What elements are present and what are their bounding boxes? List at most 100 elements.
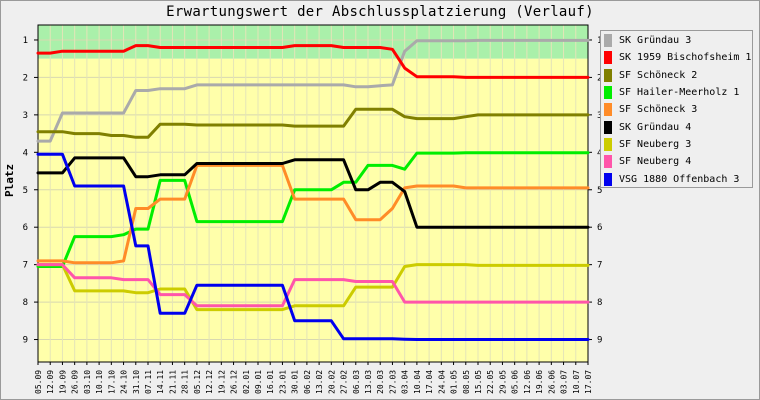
x-tick-label: 21.11: [168, 370, 177, 394]
y-tick-label-right: 6: [597, 223, 602, 233]
legend-swatch: [604, 120, 612, 134]
legend-swatch: [604, 103, 612, 117]
x-tick-label: 05.06: [511, 370, 520, 394]
x-tick-label: 13.03: [364, 370, 373, 394]
y-tick-label: 6: [23, 223, 28, 233]
x-tick-label: 24.04: [437, 370, 446, 394]
legend-label: SK 1959 Bischofsheim 1: [619, 52, 752, 64]
legend-label: SF Neuberg 3: [619, 138, 692, 150]
legend-swatch: [604, 34, 612, 48]
legend-item: SF Schöneck 3: [604, 101, 752, 118]
y-axis-label: Platz: [3, 163, 16, 197]
x-tick-label: 26.06: [547, 370, 556, 394]
legend-label: SF Schöneck 3: [619, 104, 698, 116]
chart-legend: SK Gründau 3 SK 1959 Bischofsheim 1 SF Sch…: [600, 30, 753, 188]
x-tick-label: 13.02: [315, 370, 324, 394]
background-band: [38, 58, 588, 362]
x-tick-label: 10.10: [95, 370, 104, 394]
y-tick-label-right: 1: [597, 36, 602, 46]
plot-area-border: [37, 24, 589, 363]
x-tick-label: 12.09: [46, 370, 55, 394]
x-tick-label: 26.09: [71, 370, 80, 394]
x-tick-label: 10.04: [413, 370, 422, 394]
series-line: [36, 38, 590, 143]
x-tick-label: 29.05: [498, 370, 507, 394]
legend-label: VSG 1880 Offenbach 3: [619, 173, 740, 185]
x-tick-label: 31.10: [132, 370, 141, 394]
x-tick-label: 05.12: [193, 370, 202, 394]
x-tick-label: 06.03: [352, 370, 361, 394]
legend-item: SK Gründau 4: [604, 118, 752, 135]
legend-item: SF Neuberg 4: [604, 153, 752, 170]
x-tick-label: 15.05: [474, 370, 483, 394]
series-line: [36, 107, 590, 139]
y-tick-label: 2: [23, 73, 28, 83]
x-tick-label: 23.01: [278, 370, 287, 394]
x-tick-label: 12.12: [205, 370, 214, 394]
x-tick-label: 19.12: [217, 370, 226, 394]
y-tick-label-right: 2: [597, 73, 602, 83]
y-tick-label-right: 3: [597, 111, 602, 121]
x-tick-label: 07.11: [144, 370, 153, 394]
y-tick-label-right: 7: [597, 261, 602, 271]
legend-item: SK 1959 Bischofsheim 1: [604, 49, 752, 66]
x-tick-label: 22.05: [486, 370, 495, 394]
series-line: [36, 163, 590, 265]
legend-swatch: [604, 137, 612, 151]
x-tick-label: 27.03: [388, 370, 397, 394]
x-tick-label: 19.09: [58, 370, 67, 394]
y-tick-label: 9: [23, 336, 28, 346]
x-tick-label: 09.01: [254, 370, 263, 394]
x-tick-label: 24.10: [120, 370, 129, 394]
legend-label: SF Schöneck 2: [619, 69, 698, 81]
legend-swatch: [604, 86, 612, 100]
series-line: [36, 263, 590, 308]
y-tick-label: 8: [23, 298, 28, 308]
x-tick-label: 05.09: [34, 370, 43, 394]
y-tick-label: 4: [23, 148, 28, 158]
x-tick-label: 10.07: [572, 370, 581, 394]
legend-label: SK Gründau 3: [619, 35, 692, 47]
x-tick-label: 16.01: [266, 370, 275, 394]
x-tick-label: 03.04: [401, 370, 410, 394]
legend-swatch: [604, 172, 612, 186]
legend-item: SF Hailer-Meerholz 1: [604, 84, 752, 101]
y-tick-label: 3: [23, 111, 28, 121]
x-tick-label: 28.11: [181, 370, 190, 394]
x-tick-label: 17.07: [584, 370, 593, 394]
x-tick-label: 17.04: [425, 370, 434, 394]
legend-swatch: [604, 51, 612, 65]
legend-label: SF Hailer-Meerholz 1: [619, 87, 740, 99]
x-tick-label: 26.12: [230, 370, 239, 394]
x-tick-label: 02.01: [242, 370, 251, 394]
x-tick-label: 03.07: [560, 370, 569, 394]
y-tick-label-right: 9: [597, 336, 602, 346]
y-tick-label: 5: [23, 186, 28, 196]
x-tick-label: 20.03: [376, 370, 385, 394]
legend-swatch: [604, 155, 612, 169]
x-tick-label: 17.10: [107, 370, 116, 394]
legend-item: VSG 1880 Offenbach 3: [604, 170, 752, 187]
legend-label: SK Gründau 4: [619, 121, 692, 133]
series-line: [36, 44, 590, 79]
x-tick-label: 20.02: [327, 370, 336, 394]
y-tick-label: 1: [23, 36, 28, 46]
x-tick-label: 30.01: [291, 370, 300, 394]
x-tick-label: 27.02: [340, 370, 349, 394]
chart-title: Erwartungswert der Abschlussplatzierung …: [166, 4, 594, 20]
series-line: [36, 152, 590, 341]
series-line: [36, 156, 590, 229]
legend-label: SF Neuberg 4: [619, 156, 692, 168]
legend-swatch: [604, 68, 612, 82]
series-line: [36, 263, 590, 312]
x-tick-label: 19.06: [535, 370, 544, 394]
legend-item: SF Neuberg 3: [604, 136, 752, 153]
legend-item: SK Gründau 3: [604, 32, 752, 49]
y-tick-label-right: 4: [597, 148, 602, 158]
y-tick-label: 7: [23, 261, 28, 271]
x-tick-label: 14.11: [156, 370, 165, 394]
x-tick-label: 03.10: [83, 370, 92, 394]
x-tick-label: 08.05: [462, 370, 471, 394]
y-tick-label-right: 8: [597, 298, 602, 308]
x-tick-label: 01.05: [450, 370, 459, 394]
